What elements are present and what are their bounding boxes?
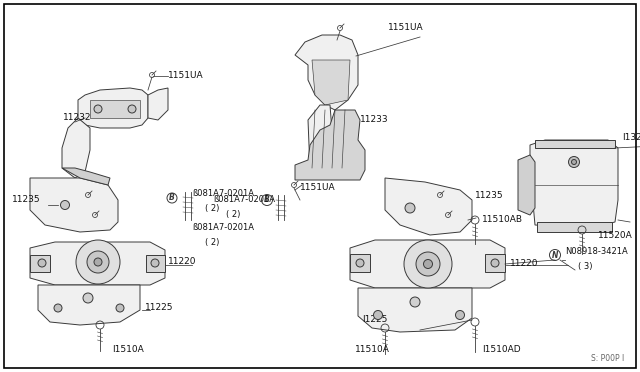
Text: 11220: 11220: [510, 259, 538, 267]
Text: 11510A: 11510A: [355, 346, 390, 355]
Polygon shape: [518, 155, 535, 215]
Text: B: B: [264, 196, 270, 205]
Polygon shape: [30, 178, 118, 232]
Text: B: B: [169, 193, 175, 202]
Text: I1320: I1320: [622, 134, 640, 142]
Polygon shape: [30, 242, 165, 285]
Circle shape: [568, 157, 579, 167]
Text: 1151UA: 1151UA: [388, 23, 424, 32]
Text: 11225: 11225: [145, 304, 173, 312]
Polygon shape: [530, 140, 618, 228]
Text: 11235: 11235: [475, 190, 504, 199]
Text: I1510AD: I1510AD: [482, 346, 520, 355]
Circle shape: [61, 201, 70, 209]
Polygon shape: [62, 118, 90, 178]
Polygon shape: [537, 222, 612, 232]
Text: 11235: 11235: [12, 196, 40, 205]
Circle shape: [94, 258, 102, 266]
Polygon shape: [350, 254, 370, 272]
Polygon shape: [38, 285, 140, 325]
Circle shape: [424, 260, 433, 269]
Text: ( 2): ( 2): [226, 209, 241, 218]
Text: I1510A: I1510A: [112, 346, 144, 355]
Text: ß081A7-0201A: ß081A7-0201A: [192, 189, 254, 199]
Circle shape: [456, 311, 465, 320]
Text: S: P00P I: S: P00P I: [591, 354, 624, 363]
Circle shape: [572, 160, 577, 164]
Text: 1151UA: 1151UA: [300, 183, 335, 192]
Text: 11220: 11220: [168, 257, 196, 266]
Circle shape: [356, 259, 364, 267]
Text: 11233: 11233: [360, 115, 388, 125]
Text: ( 3): ( 3): [578, 262, 593, 270]
Circle shape: [491, 259, 499, 267]
Circle shape: [94, 105, 102, 113]
Circle shape: [38, 259, 46, 267]
Text: 11232: 11232: [63, 113, 92, 122]
Circle shape: [405, 203, 415, 213]
Text: 11510AB: 11510AB: [482, 215, 523, 224]
Polygon shape: [385, 178, 472, 235]
Circle shape: [404, 240, 452, 288]
Text: ß081A7-0201A: ß081A7-0201A: [213, 196, 275, 205]
Circle shape: [87, 251, 109, 273]
Circle shape: [128, 105, 136, 113]
Circle shape: [116, 304, 124, 312]
Polygon shape: [148, 88, 168, 120]
Text: ( 2): ( 2): [205, 237, 220, 247]
Polygon shape: [62, 168, 110, 185]
Text: I1225: I1225: [362, 315, 387, 324]
Text: N08918-3421A: N08918-3421A: [565, 247, 628, 257]
Circle shape: [410, 297, 420, 307]
Polygon shape: [308, 105, 335, 170]
Text: N: N: [552, 250, 558, 260]
Polygon shape: [485, 254, 505, 272]
Polygon shape: [535, 140, 615, 148]
Text: ß081A7-0201A: ß081A7-0201A: [192, 224, 254, 232]
Polygon shape: [295, 110, 365, 180]
Circle shape: [416, 252, 440, 276]
Circle shape: [151, 259, 159, 267]
Polygon shape: [78, 88, 148, 128]
Polygon shape: [312, 60, 350, 105]
Text: ( 2): ( 2): [205, 203, 220, 212]
Polygon shape: [295, 35, 358, 110]
Polygon shape: [350, 240, 505, 288]
Circle shape: [54, 304, 62, 312]
Circle shape: [83, 293, 93, 303]
Polygon shape: [30, 255, 50, 272]
Polygon shape: [358, 288, 472, 332]
Text: 11520A: 11520A: [598, 231, 633, 240]
Circle shape: [374, 311, 383, 320]
Text: 1151UA: 1151UA: [168, 71, 204, 80]
Polygon shape: [90, 100, 140, 118]
Circle shape: [76, 240, 120, 284]
Polygon shape: [146, 255, 165, 272]
